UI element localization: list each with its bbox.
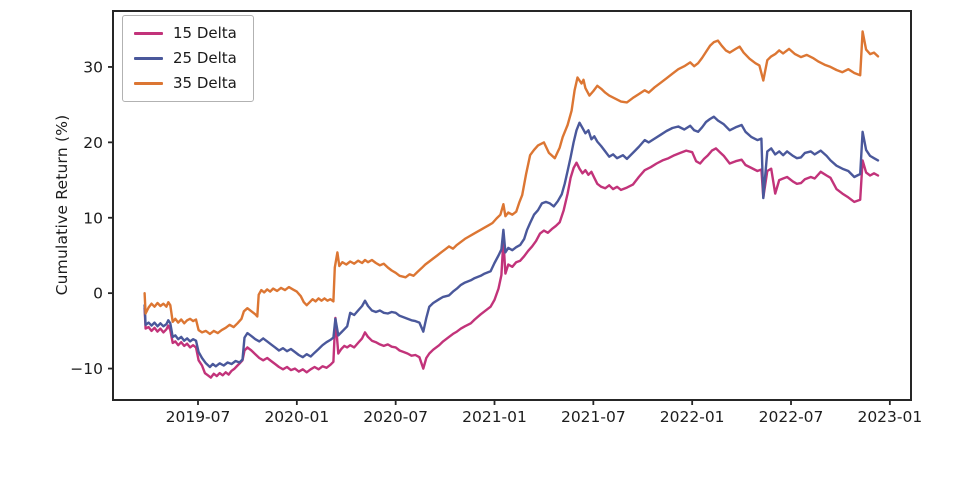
legend-swatch-15-delta [134,32,163,35]
x-tick-label: 2019-07 [166,408,231,426]
plot-frame [112,10,912,401]
legend-item-25-delta: 25 Delta [134,48,237,69]
y-tick-label: 30 [83,58,103,76]
x-tick-label: 2022-01 [660,408,725,426]
y-tick-label: −10 [70,360,103,378]
series-line-15-delta [143,147,880,379]
legend: 15 Delta 25 Delta 35 Delta [122,15,254,102]
legend-label-35-delta: 35 Delta [173,74,237,92]
series-line-35-delta [143,30,880,336]
legend-label-25-delta: 25 Delta [173,49,237,67]
legend-swatch-25-delta [134,57,163,60]
legend-item-35-delta: 35 Delta [134,73,237,94]
series-line-25-delta [143,115,880,369]
y-axis-label: Cumulative Return (%) [53,114,71,296]
x-tick-label: 2023-01 [857,408,922,426]
y-tick-label: 20 [83,134,103,152]
y-tick-label: 0 [93,285,103,303]
x-tick-label: 2021-07 [561,408,626,426]
legend-swatch-35-delta [134,82,163,85]
x-tick-label: 2022-07 [759,408,824,426]
x-tick-label: 2020-07 [363,408,428,426]
legend-label-15-delta: 15 Delta [173,24,237,42]
legend-item-15-delta: 15 Delta [134,23,237,44]
y-tick-label: 10 [83,209,103,227]
x-tick-label: 2020-01 [264,408,329,426]
x-tick-label: 2021-01 [462,408,527,426]
